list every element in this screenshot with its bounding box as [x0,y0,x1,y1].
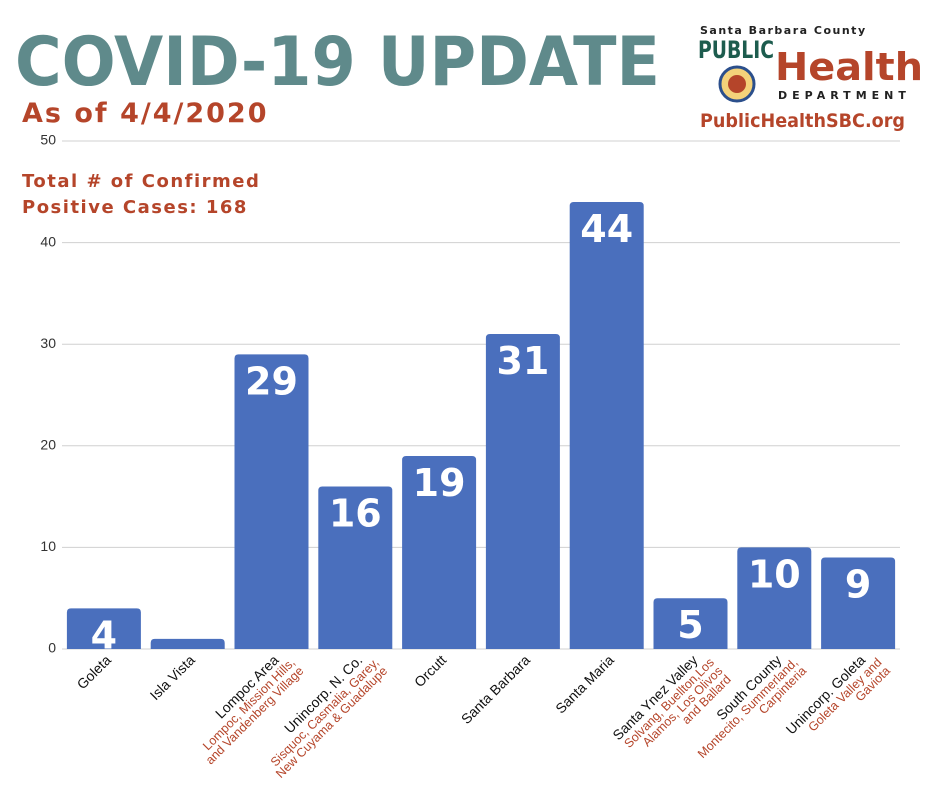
value-label: 19 [413,461,466,505]
y-tick-label: 30 [40,335,56,351]
x-tick-label: Santa Barbara [458,652,533,727]
bar [821,557,896,649]
bar [234,354,309,649]
y-tick-label: 40 [40,233,56,249]
logo-seal-center [728,75,746,93]
bar [150,638,225,649]
bar [653,598,728,649]
annotation: Positive Cases: 168 [22,197,248,218]
value-label: 31 [496,339,549,383]
bar [737,547,812,649]
y-tick-label: 0 [48,640,56,656]
logo-health: Health [775,45,923,89]
logo: Santa Barbara County PUBLIC Health DEPAR… [698,24,923,132]
title: COVID-19 UPDATE [15,23,660,102]
x-label-group: Santa Barbara [458,652,533,727]
logo-public: PUBLIC [698,36,774,64]
annotation: Total # of Confirmed [22,171,260,192]
bar [318,486,393,649]
bar [402,455,477,649]
value-label: 5 [677,603,703,647]
value-label: 1 [174,598,200,642]
x-tick-label: Orcutt [411,652,449,690]
x-label-group: Santa Maria [552,652,617,717]
bar [569,201,644,649]
value-label: 10 [748,552,801,596]
x-tick-label: Santa Maria [552,652,617,717]
value-label: 16 [329,491,382,535]
y-tick-label: 20 [40,437,56,453]
subtitle: As of 4/4/2020 [22,98,269,129]
x-label-group: Orcutt [411,652,449,690]
y-tick-label: 10 [40,538,56,554]
plot: 0 10 20 30 40 50 Total # of Confirmed Positive … [22,132,900,781]
x-tick-label: Isla Vista [147,652,198,703]
logo-county: Santa Barbara County [700,24,867,37]
x-label-group: Goleta [74,652,115,693]
value-label: 29 [245,359,298,403]
x-tick-note: Lompoc, Mission Hills, [200,655,298,753]
value-label: 44 [580,207,633,251]
website: PublicHealthSBC.org [700,110,905,132]
x-tick-label: Goleta [74,652,115,693]
y-tick-label: 50 [40,132,56,148]
bar [66,608,141,649]
x-label-group: Isla Vista [147,652,198,703]
bar [485,334,560,649]
value-label: 4 [91,613,117,657]
logo-department: DEPARTMENT [778,89,911,102]
value-label: 9 [845,563,871,607]
